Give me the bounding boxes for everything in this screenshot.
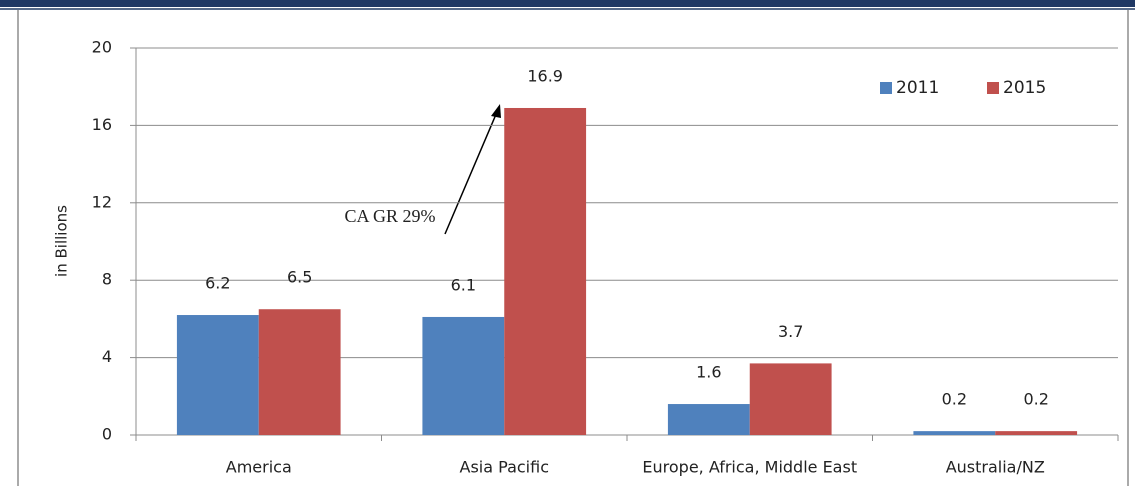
annotation-arrow [444, 111, 498, 235]
bar [504, 107, 587, 436]
legend-swatch [880, 82, 892, 94]
x-tick-label: Europe, Africa, Middle East [642, 458, 857, 477]
y-tick-label: 16 [92, 115, 112, 134]
value-label: 0.2 [1023, 390, 1048, 409]
legend-label: 2011 [896, 78, 939, 98]
y-tick-label: 12 [92, 192, 112, 211]
y-tick-label: 4 [102, 347, 112, 366]
y-tick-label: 20 [92, 38, 112, 57]
bar [258, 309, 341, 435]
arrow-head [491, 104, 501, 118]
bar [667, 404, 750, 435]
annotation: CA GR 29% [344, 206, 435, 226]
value-label: 3.7 [778, 322, 803, 341]
bar [422, 316, 505, 435]
y-axis-label: in Billions [53, 205, 71, 277]
value-label: 0.2 [942, 390, 967, 409]
y-tick-label: 0 [102, 425, 112, 444]
value-label: 16.9 [527, 66, 563, 85]
bar [995, 431, 1078, 435]
bar [913, 431, 996, 435]
y-tick-label: 8 [102, 270, 112, 289]
value-label: 6.2 [205, 274, 230, 293]
top-bar [0, 0, 1135, 7]
value-label: 6.5 [287, 268, 312, 287]
legend-swatch [987, 82, 999, 94]
x-tick-label: America [226, 458, 292, 477]
value-label: 1.6 [696, 363, 721, 382]
bar [176, 315, 259, 435]
legend-label: 2015 [1003, 78, 1046, 98]
x-tick-label: Australia/NZ [946, 458, 1045, 477]
bar [749, 363, 832, 435]
value-label: 6.1 [451, 275, 476, 294]
x-tick-label: Asia Pacific [460, 458, 549, 477]
